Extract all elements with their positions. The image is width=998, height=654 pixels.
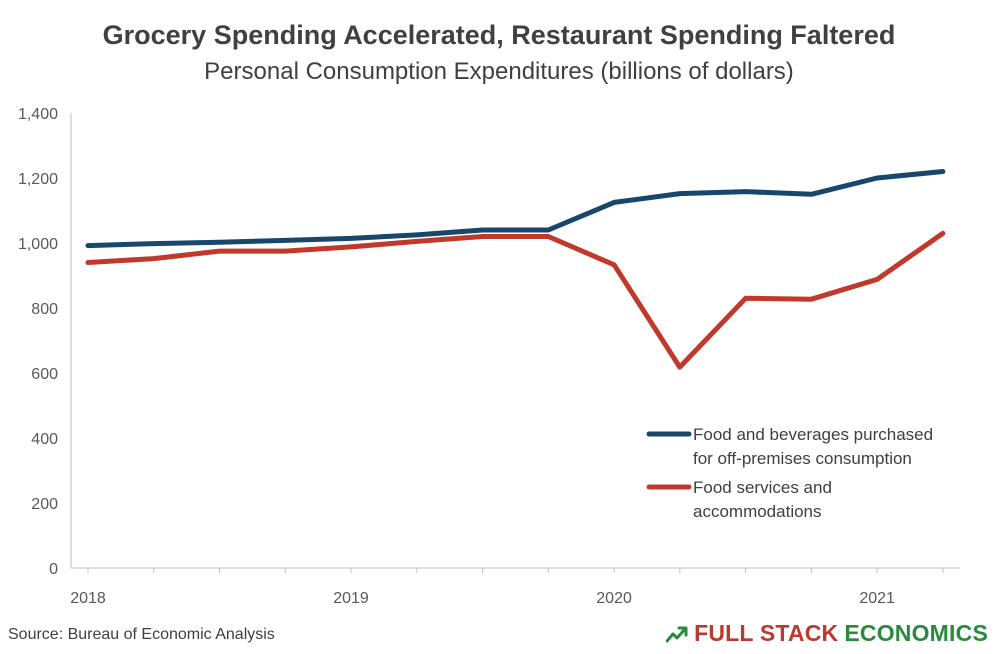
y-tick-label: 800 <box>31 301 58 318</box>
brand-logo: FULL STACK ECONOMICS <box>666 620 988 647</box>
legend-label: for off-premises consumption <box>693 449 912 468</box>
source-note: Source: Bureau of Economic Analysis <box>8 626 275 643</box>
chart-subtitle: Personal Consumption Expenditures (billi… <box>204 58 794 85</box>
chart-title: Grocery Spending Accelerated, Restaurant… <box>102 20 896 50</box>
y-tick-label: 200 <box>31 496 58 513</box>
logo-text-full-stack: FULL STACK <box>694 620 839 646</box>
series-lines <box>85 169 946 370</box>
x-tick-label: 2020 <box>596 590 632 607</box>
legend: Food and beverages purchased for off-prem… <box>646 425 933 521</box>
y-tick-labels: 0 200 400 600 800 1,000 1,200 1,400 <box>18 106 58 578</box>
y-tick-label: 1,400 <box>18 106 58 123</box>
y-tick-label: 0 <box>49 561 58 578</box>
x-tick-labels: 2018 2019 2020 2021 <box>70 568 944 607</box>
y-tick-label: 400 <box>31 431 58 448</box>
legend-label: accommodations <box>693 502 822 521</box>
trend-arrow-icon <box>666 626 688 642</box>
legend-label: Food and beverages purchased <box>693 425 933 444</box>
y-tick-label: 600 <box>31 366 58 383</box>
y-tick-label: 1,000 <box>18 236 58 253</box>
series-line-1 <box>85 169 946 249</box>
x-tick-label: 2019 <box>333 590 369 607</box>
x-tick-label: 2018 <box>70 590 106 607</box>
x-tick-label: 2021 <box>859 590 895 607</box>
legend-label: Food services and <box>693 478 832 497</box>
series-line-2 <box>85 230 946 370</box>
logo-text-economics: ECONOMICS <box>844 620 988 646</box>
y-tick-label: 1,200 <box>18 171 58 188</box>
